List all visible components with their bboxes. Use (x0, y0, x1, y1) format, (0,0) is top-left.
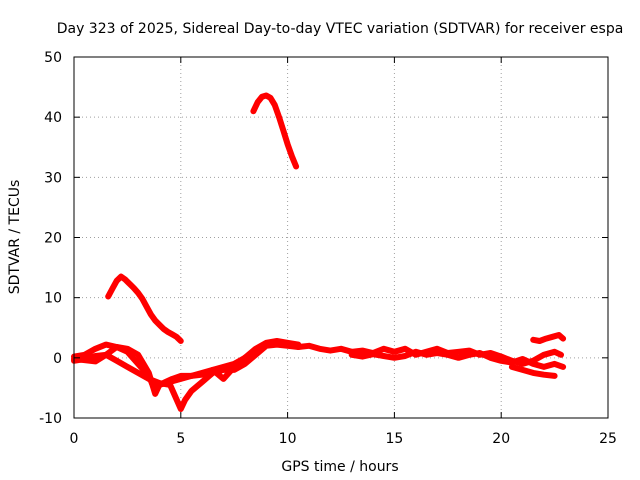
data-series (71, 92, 567, 412)
series-line-track-late-high (530, 332, 567, 344)
x-tick-label: 25 (599, 431, 617, 447)
y-tick-label: 30 (44, 170, 62, 186)
series-line-track-morning-peak (105, 273, 184, 344)
chart-title: Day 323 of 2025, Sidereal Day-to-day VTE… (57, 21, 624, 37)
y-tick-label: -10 (39, 411, 62, 427)
x-tick-label: 15 (385, 431, 403, 447)
y-tick-label: 10 (44, 291, 62, 307)
y-axis-label: SDTVAR / TECUs (7, 180, 23, 295)
y-tick-label: 20 (44, 231, 62, 247)
x-axis-label: GPS time / hours (281, 459, 398, 475)
x-tick-label: 0 (70, 431, 79, 447)
y-tick-label: 0 (53, 351, 62, 367)
x-tick-label: 20 (492, 431, 510, 447)
series-line-track-late-low (508, 363, 558, 379)
series-line-track-day-b (348, 348, 567, 370)
series-line-track-day (295, 342, 564, 367)
y-tick-label: 40 (44, 110, 62, 126)
x-tick-label: 10 (279, 431, 297, 447)
series-line-track-high (250, 92, 300, 170)
series-line-track-low-c (71, 339, 302, 397)
x-tick-label: 5 (176, 431, 185, 447)
y-tick-label: 50 (44, 50, 62, 66)
axis-ticks: 0 5 10 15 20 25 -10 0 10 20 30 40 50 (39, 50, 617, 447)
